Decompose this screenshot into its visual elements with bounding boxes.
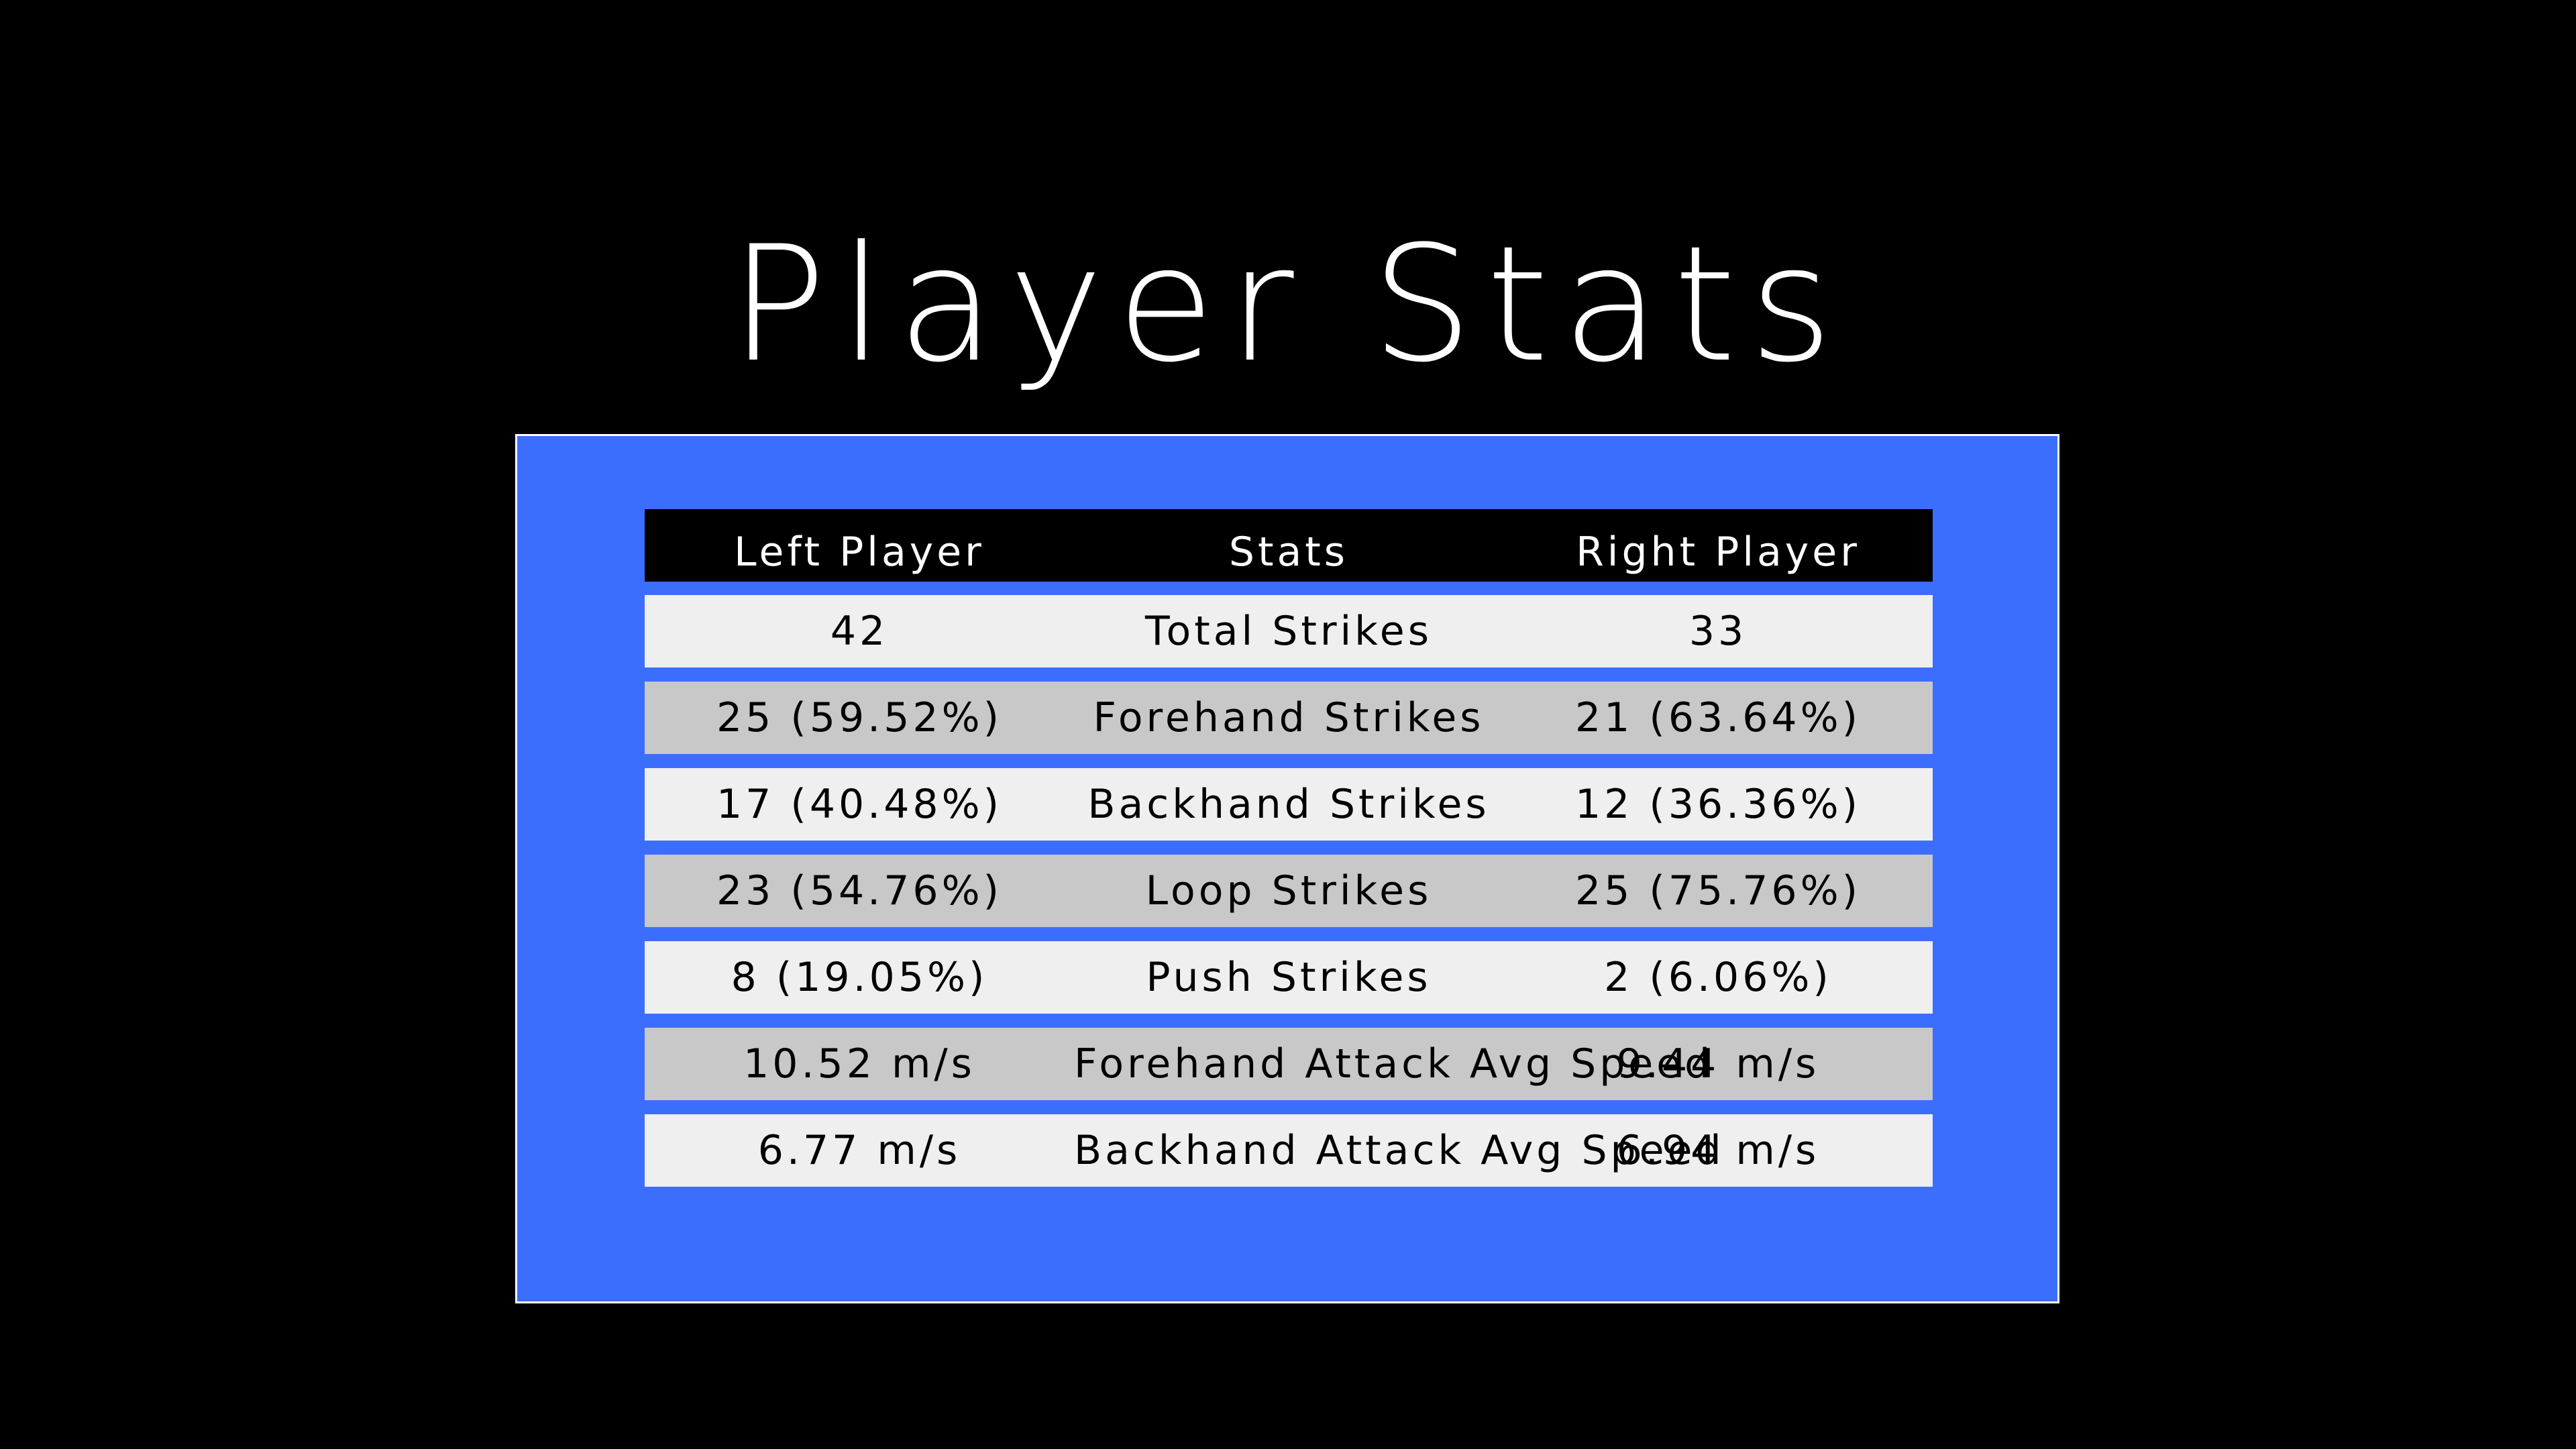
stat-label: Total Strikes — [1145, 608, 1432, 655]
left-player-value: 25 (59.52%) — [716, 694, 1002, 741]
left-player-value: 6.77 m/s — [757, 1127, 961, 1174]
table-row: 17 (40.48%) Backhand Strikes 12 (36.36%) — [645, 768, 1933, 841]
table-header-row: Left Player Stats Right Player — [645, 509, 1933, 582]
stat-label: Loop Strikes — [1145, 867, 1432, 914]
stat-label: Forehand Strikes — [1093, 694, 1485, 741]
header-stats: Stats — [1228, 529, 1349, 576]
left-player-value: 23 (54.76%) — [716, 867, 1002, 914]
right-player-value: 9.44 m/s — [1616, 1040, 1820, 1087]
page-title: Player Stats — [730, 212, 1846, 398]
table-row: 6.77 m/s Backhand Attack Avg Speed 6.94 … — [645, 1114, 1933, 1187]
left-player-value: 17 (40.48%) — [716, 781, 1002, 828]
header-left-player: Left Player — [734, 529, 985, 576]
left-player-value: 10.52 m/s — [743, 1040, 975, 1087]
stat-label: Backhand Attack Avg Speed — [1074, 1127, 1725, 1174]
table-row: 25 (59.52%) Forehand Strikes 21 (63.64%) — [645, 682, 1933, 754]
right-player-value: 33 — [1688, 608, 1748, 655]
stats-panel: Left Player Stats Right Player 42 Total … — [515, 434, 2059, 1303]
table-row: 8 (19.05%) Push Strikes 2 (6.06%) — [645, 941, 1933, 1014]
header-right-player: Right Player — [1576, 529, 1860, 576]
table-row: 23 (54.76%) Loop Strikes 25 (75.76%) — [645, 855, 1933, 927]
right-player-value: 2 (6.06%) — [1604, 954, 1832, 1001]
right-player-value: 21 (63.64%) — [1574, 694, 1861, 741]
stat-label: Push Strikes — [1146, 954, 1432, 1001]
left-player-value: 8 (19.05%) — [731, 954, 988, 1001]
right-player-value: 6.94 m/s — [1616, 1127, 1820, 1174]
right-player-value: 25 (75.76%) — [1574, 867, 1861, 914]
stat-label: Forehand Attack Avg Speed — [1074, 1040, 1714, 1087]
table-row: 10.52 m/s Forehand Attack Avg Speed 9.44… — [645, 1028, 1933, 1100]
right-player-value: 12 (36.36%) — [1574, 781, 1861, 828]
table-row: 42 Total Strikes 33 — [645, 595, 1933, 667]
left-player-value: 42 — [830, 608, 889, 655]
stat-label: Backhand Strikes — [1087, 781, 1490, 828]
